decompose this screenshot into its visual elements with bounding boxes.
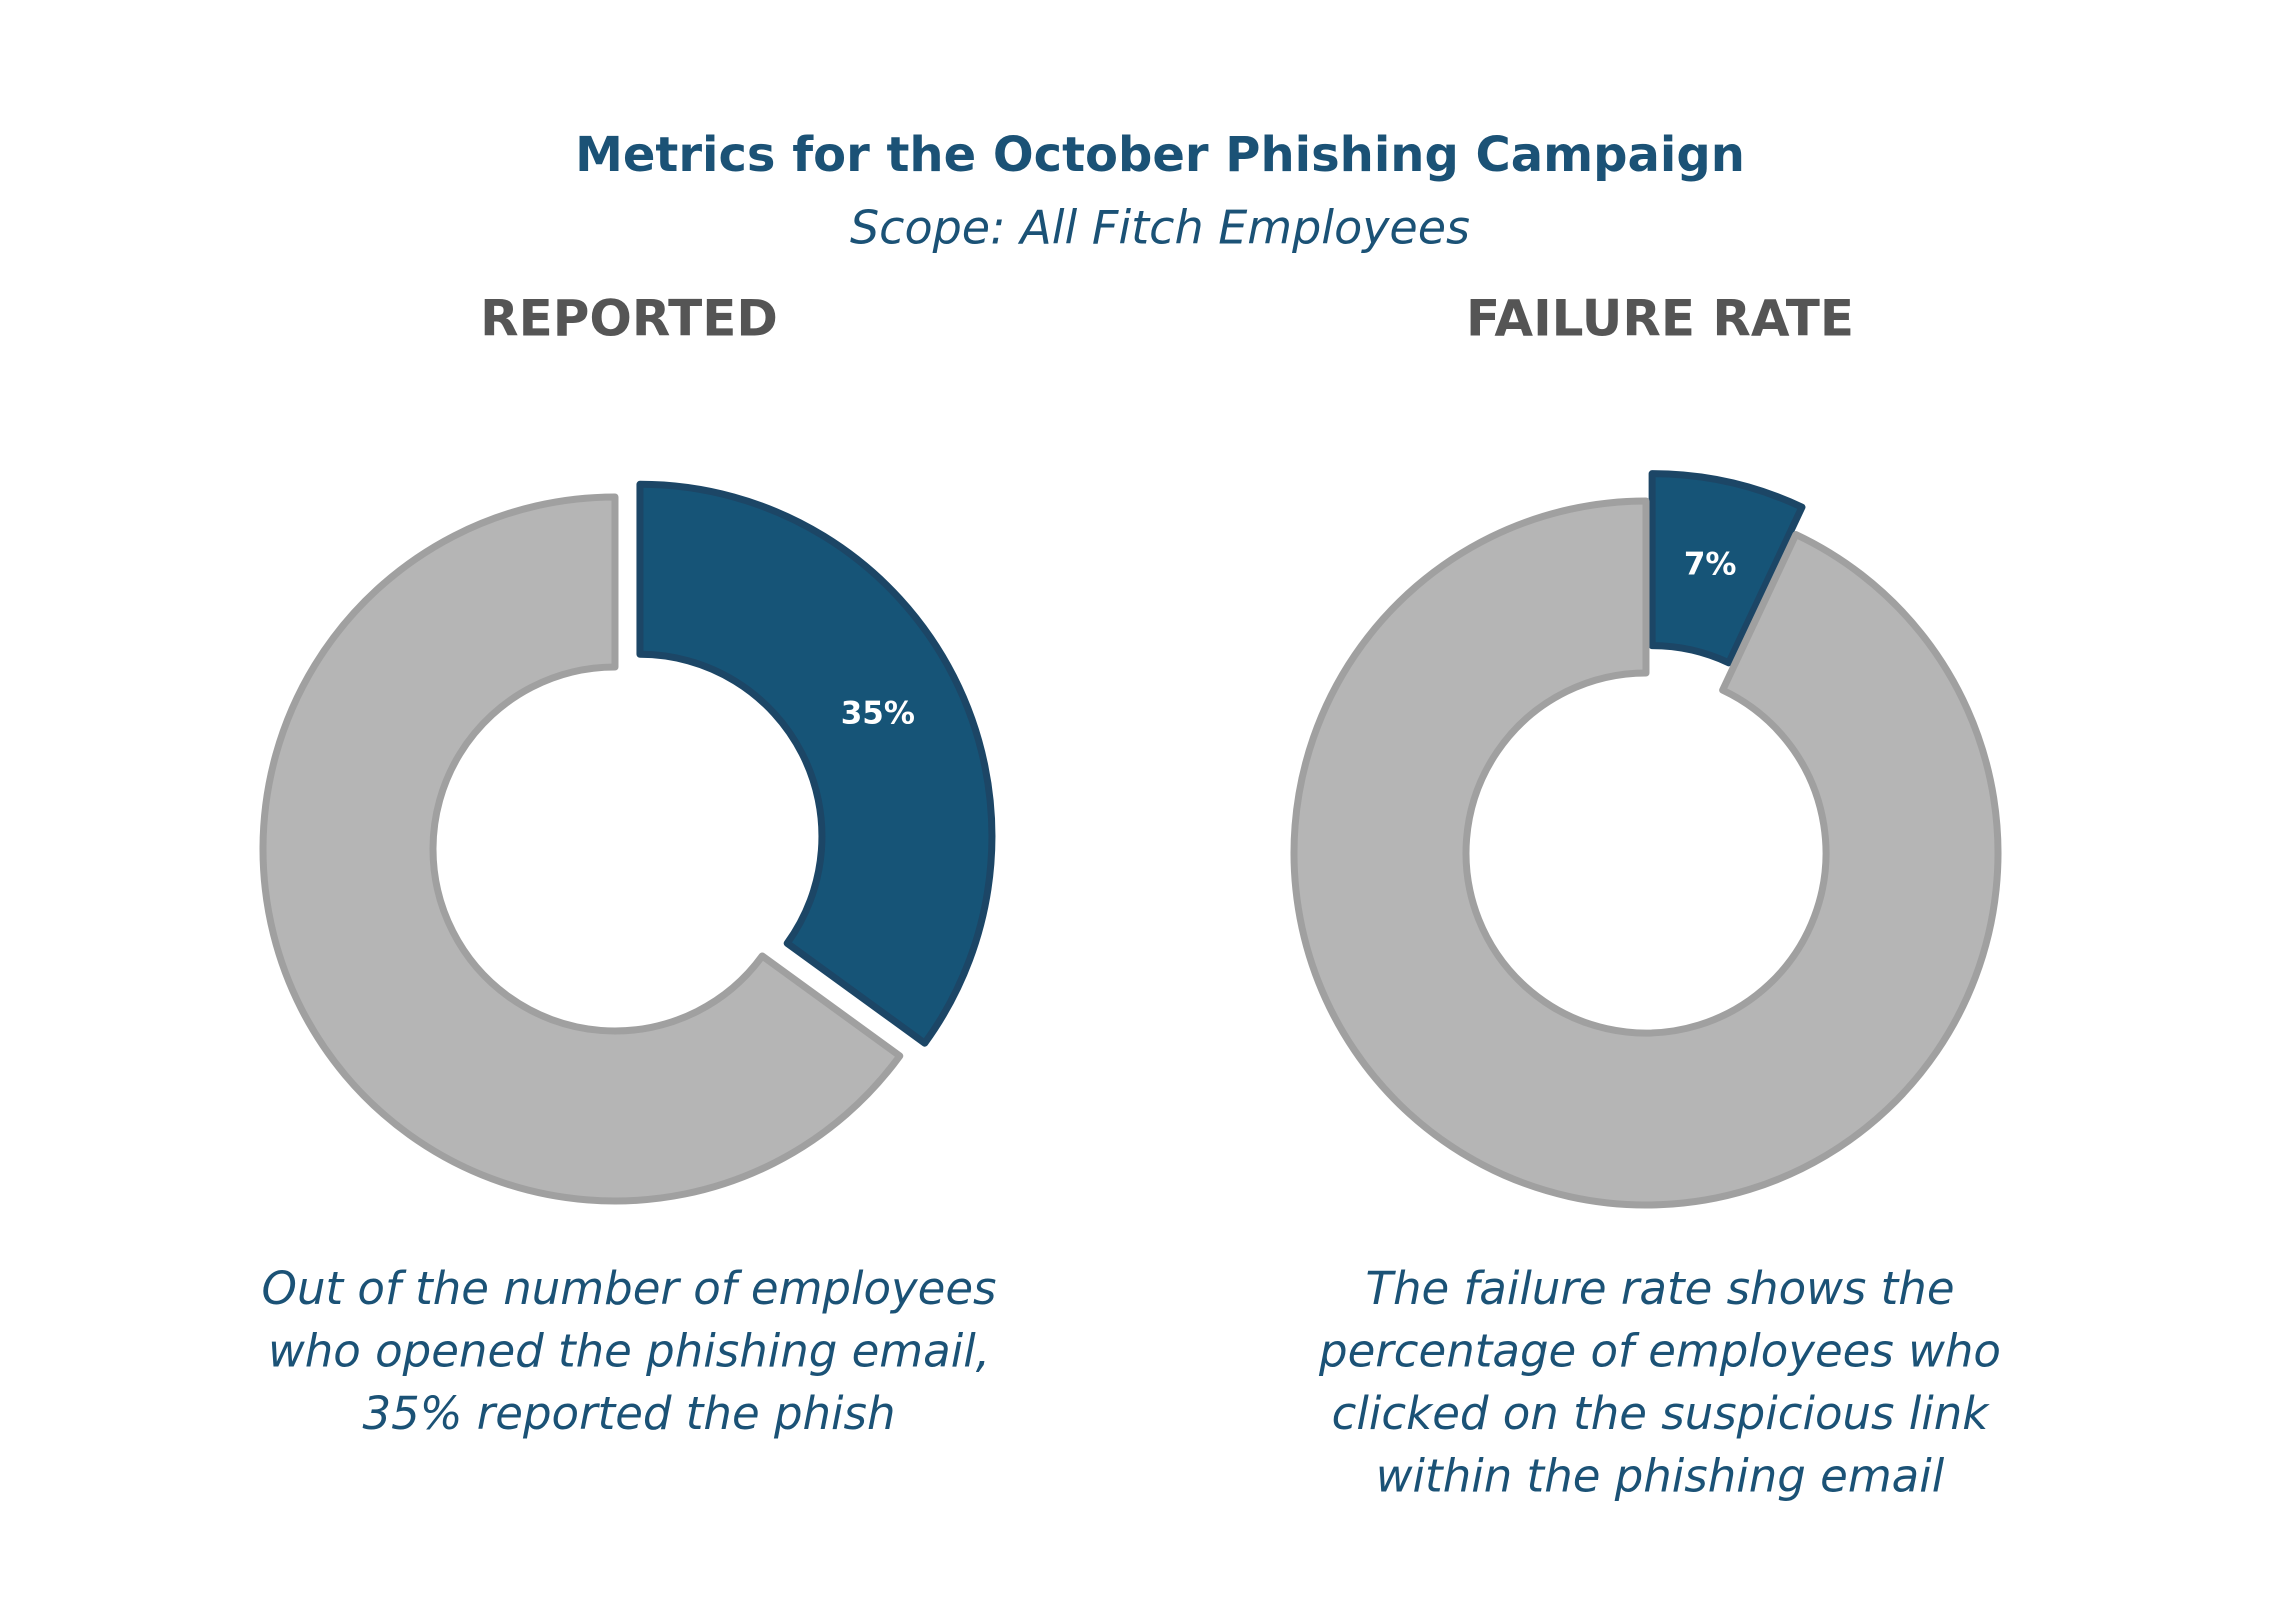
- caption-line: within the phishing email: [1376, 1450, 1945, 1503]
- caption-line: percentage of employees who: [1318, 1325, 2001, 1378]
- caption-line: who opened the phishing email,: [268, 1325, 990, 1378]
- slice-label: 35%: [841, 696, 915, 732]
- donut-slice: [1648, 470, 1806, 667]
- donut-slice: [636, 480, 996, 1047]
- caption-line: 35% reported the phish: [362, 1387, 895, 1440]
- donut-slice: [1290, 497, 2002, 1209]
- page-title: Metrics for the October Phishing Campaig…: [575, 127, 1745, 183]
- page-subtitle: Scope: All Fitch Employees: [850, 201, 1470, 255]
- chart-title: REPORTED: [480, 290, 778, 348]
- caption-line: Out of the number of employees: [262, 1262, 997, 1315]
- chart-title: FAILURE RATE: [1466, 290, 1854, 348]
- caption-line: The failure rate shows the: [1365, 1262, 1954, 1315]
- donut-slice: [259, 493, 904, 1205]
- slice-label: 7%: [1684, 547, 1737, 583]
- caption-line: clicked on the suspicious link: [1332, 1387, 1991, 1440]
